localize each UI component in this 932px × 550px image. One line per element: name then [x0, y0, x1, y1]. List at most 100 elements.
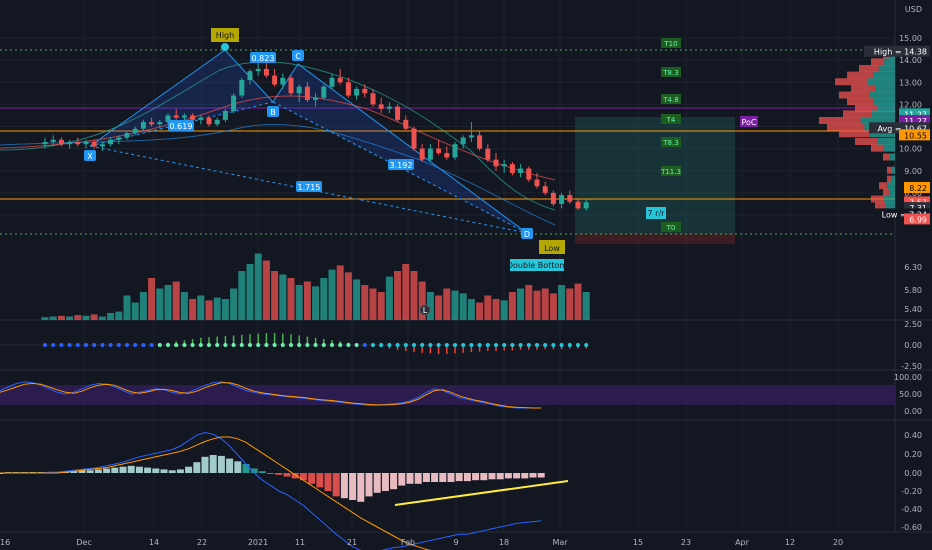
profile-sell — [871, 195, 885, 203]
volume-bar — [344, 272, 352, 320]
volume-bar — [533, 290, 541, 320]
macd-tick: 0.00 — [904, 469, 922, 478]
price-tag — [899, 114, 930, 126]
time-tick: Apr — [735, 538, 750, 547]
macd-bar — [127, 465, 135, 473]
profile-buy — [887, 182, 895, 190]
profile-buy — [891, 166, 895, 174]
price-tag-label: 11.27 — [904, 110, 927, 119]
candle-body — [354, 88, 360, 96]
candle-body — [427, 148, 433, 160]
candle-body — [263, 68, 269, 76]
point-c-badge — [292, 50, 304, 61]
point-d-label: D — [524, 230, 530, 239]
profile-sell — [839, 91, 870, 99]
profile-buy — [877, 137, 895, 145]
target-badge — [661, 94, 681, 104]
osc-dot — [379, 343, 384, 347]
macd-bar — [496, 473, 504, 480]
candle-body — [468, 135, 474, 138]
candle-body — [321, 86, 327, 98]
profile-buy — [891, 175, 895, 183]
volume-bar — [66, 316, 74, 320]
volume-bar — [131, 302, 139, 320]
candle-body — [231, 95, 237, 112]
osc-dot — [198, 343, 203, 347]
osc-dot — [297, 343, 302, 347]
candle-body — [108, 139, 114, 145]
candle-body — [83, 141, 89, 145]
macd-bar — [70, 471, 78, 473]
osc-dot — [92, 343, 97, 347]
ratio-xad-badge — [296, 181, 322, 192]
macd-bar — [226, 458, 234, 473]
candle-body — [345, 82, 351, 96]
macd-tick: 0.20 — [904, 450, 922, 459]
target-badge — [661, 38, 681, 48]
price-tag — [904, 182, 930, 194]
price-tag — [904, 202, 930, 214]
point-c-label: C — [295, 52, 301, 61]
osc-dot — [108, 343, 113, 347]
target-label: T11.3 — [660, 168, 681, 176]
volume-bar — [312, 286, 320, 320]
volume-bar — [566, 288, 574, 320]
macd-bar — [349, 473, 357, 500]
osc-dot — [535, 343, 539, 347]
candle-body — [288, 77, 294, 94]
middle-band — [0, 95, 556, 181]
osc-dot — [157, 343, 162, 347]
candle-body — [165, 115, 171, 123]
long-position-tool[interactable] — [575, 117, 735, 244]
volume-bar — [57, 315, 65, 320]
profile-sell — [879, 182, 888, 190]
candle-body — [67, 141, 73, 145]
macd-bar — [119, 466, 127, 473]
macd-bar — [234, 461, 242, 473]
volume-bar — [582, 292, 590, 320]
profile-buy — [884, 144, 895, 152]
candle-body — [419, 148, 425, 160]
osc-dot — [125, 343, 129, 347]
osc-dot — [133, 343, 138, 347]
osc-dot — [239, 343, 244, 347]
target-badge — [661, 137, 681, 147]
candle-body — [559, 195, 565, 204]
macd-bar — [111, 467, 119, 473]
osc-dot — [510, 343, 515, 347]
macd-bar — [168, 470, 176, 473]
osc-dot — [305, 343, 310, 347]
profile-sell — [851, 84, 876, 92]
volume-bar — [484, 295, 492, 320]
volume-bar — [451, 290, 459, 320]
macd-bar — [152, 468, 160, 473]
candle-body — [534, 179, 540, 187]
macd-bar — [103, 468, 111, 473]
macd-bar — [332, 473, 340, 497]
candle-body — [395, 106, 401, 120]
volume-tick: 5.80 — [904, 286, 922, 295]
volume-bar — [295, 285, 303, 320]
pattern-bcd — [273, 64, 527, 233]
ratio-abc: 0.823 — [252, 54, 275, 63]
macd-bar — [144, 467, 152, 473]
profile-buy — [889, 153, 895, 161]
macd-bar — [472, 473, 480, 481]
profile-buy — [884, 58, 895, 66]
candle-body — [140, 122, 146, 129]
volume-bar — [558, 285, 566, 320]
time-tick: 16 — [0, 538, 10, 547]
stochastic-line — [0, 381, 542, 409]
ratio-xab: 0.619 — [170, 122, 193, 131]
osc-dot — [67, 343, 72, 347]
price-tick: 10.00 — [899, 145, 922, 154]
time-tick: 12 — [785, 538, 795, 547]
point-d-badge — [521, 228, 533, 239]
volume-bar — [148, 278, 156, 320]
candle-body — [296, 86, 302, 94]
osc-dot — [420, 343, 425, 347]
volume-bar — [189, 299, 197, 320]
osc-dot — [280, 343, 285, 347]
macd-bar — [78, 470, 86, 473]
